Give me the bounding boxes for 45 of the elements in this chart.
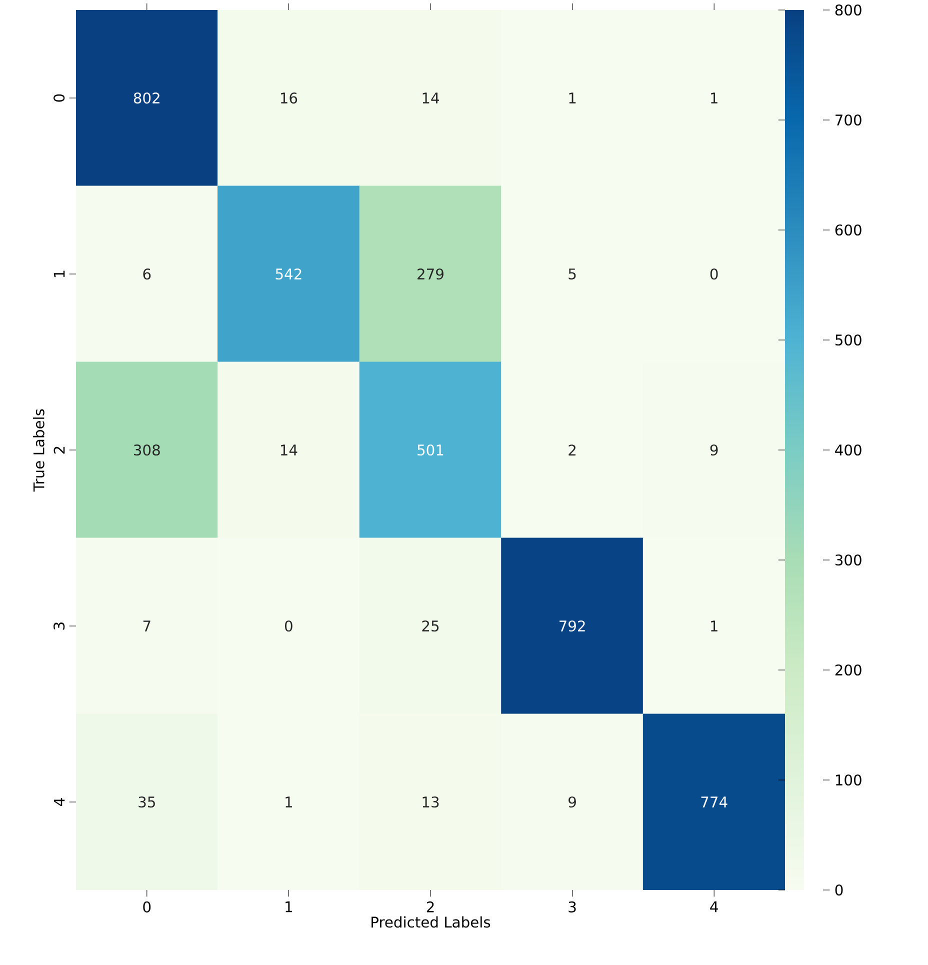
- x-tick-label: 3: [568, 901, 576, 912]
- data-label: 9: [710, 444, 718, 456]
- color-bar-label: 400: [835, 444, 862, 456]
- data-label: 7: [143, 620, 150, 632]
- x-tick-label: 4: [710, 901, 718, 912]
- color-bar-label: 700: [836, 114, 862, 126]
- data-label: 5: [568, 268, 576, 280]
- data-label: 9: [568, 796, 576, 808]
- data-label: 1: [569, 92, 576, 104]
- data-label: 774: [701, 796, 728, 808]
- color-bar-label: 100: [836, 774, 862, 786]
- data-label: 35: [138, 796, 155, 808]
- data-label: 0: [710, 268, 718, 280]
- y-tick-label: 3: [54, 622, 65, 630]
- data-label: 1: [711, 92, 718, 104]
- data-label: 792: [560, 620, 585, 632]
- data-label: 308: [134, 444, 160, 456]
- data-label: 2: [568, 444, 576, 456]
- x-axis-title: Predicted Labels: [372, 916, 490, 928]
- color-bar-label: 200: [835, 664, 862, 676]
- color-bar-label: 500: [836, 334, 862, 346]
- data-label: 542: [276, 268, 302, 280]
- y-axis-title: True Labels: [33, 409, 44, 492]
- color-bar-label: 800: [835, 4, 862, 16]
- data-label: 14: [280, 444, 298, 456]
- data-label: 6: [143, 268, 151, 280]
- y-tick-label: 4: [54, 798, 65, 806]
- y-tick-label: 0: [54, 94, 65, 102]
- color-bar-label: 0: [835, 884, 843, 896]
- data-label: 501: [418, 444, 444, 456]
- data-label: 1: [286, 796, 292, 808]
- data-label: 0: [284, 620, 292, 632]
- x-tick-label: 1: [286, 901, 292, 912]
- data-label: 14: [422, 92, 439, 104]
- data-label: 1: [711, 620, 718, 632]
- data-label: 279: [418, 268, 444, 280]
- x-tick-label: 2: [426, 901, 434, 912]
- data-label: 25: [422, 620, 439, 632]
- color-bar-label: 600: [835, 224, 862, 236]
- color-bar-label: 300: [835, 554, 862, 566]
- y-tick-label: 2: [54, 446, 65, 454]
- data-label: 802: [134, 92, 160, 104]
- x-tick-label: 0: [143, 901, 151, 912]
- y-tick-label: 1: [54, 270, 65, 278]
- data-label: 13: [422, 796, 439, 808]
